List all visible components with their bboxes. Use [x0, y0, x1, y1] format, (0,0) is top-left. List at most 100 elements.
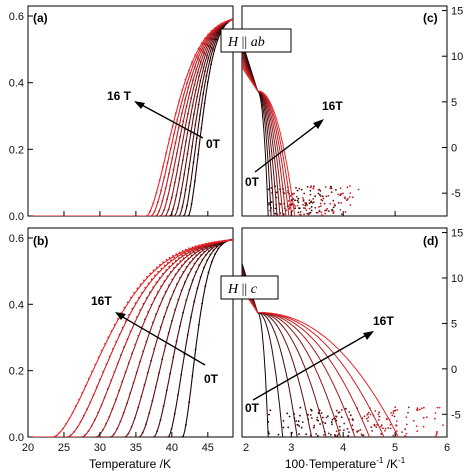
- data-point: [227, 239, 229, 242]
- data-point: [365, 417, 368, 420]
- data-point: [113, 433, 115, 436]
- data-point: [310, 408, 312, 411]
- data-point: [197, 47, 200, 50]
- data-point: [178, 177, 181, 180]
- data-point: [336, 435, 339, 437]
- data-point: [342, 192, 344, 195]
- data-point: [374, 424, 376, 427]
- data-point: [382, 427, 384, 430]
- data-point: [209, 45, 212, 48]
- data-point: [392, 434, 395, 437]
- data-point: [152, 202, 155, 205]
- series-line: [242, 59, 287, 216]
- data-point: [302, 197, 304, 199]
- data-point: [415, 408, 418, 411]
- data-point: [288, 207, 291, 209]
- data-point: [366, 413, 369, 416]
- series-line: [28, 239, 233, 437]
- data-point: [393, 415, 396, 418]
- data-point: [183, 281, 186, 284]
- x-axis-label-right: 100·Temperature-1 /K-1: [285, 456, 406, 471]
- data-point: [168, 138, 171, 141]
- data-point: [298, 433, 300, 436]
- data-point: [309, 193, 312, 196]
- data-point: [180, 112, 183, 115]
- data-point: [297, 211, 300, 214]
- svg-text:H || c: H || c: [227, 282, 258, 297]
- data-point: [214, 241, 216, 243]
- data-point: [325, 416, 328, 419]
- data-point: [334, 417, 337, 420]
- panel-c-frame: [241, 5, 448, 217]
- data-point: [168, 284, 170, 287]
- data-point: [302, 207, 305, 209]
- x-tick-label: 4: [340, 442, 346, 454]
- data-point: [299, 414, 301, 417]
- data-point: [274, 212, 277, 215]
- data-point: [208, 250, 210, 253]
- x-tick-label: 30: [94, 442, 106, 454]
- data-point: [78, 398, 80, 401]
- data-point: [165, 258, 168, 261]
- data-point: [188, 91, 191, 94]
- panel-b-low-field-label: 0T: [204, 372, 219, 386]
- data-point: [76, 426, 79, 429]
- data-point: [192, 257, 195, 260]
- data-point: [212, 48, 214, 50]
- data-point: [95, 386, 98, 389]
- data-point: [380, 425, 382, 428]
- data-point: [73, 431, 75, 433]
- data-point: [442, 424, 444, 426]
- data-point: [349, 414, 352, 417]
- data-point: [320, 205, 322, 208]
- data-point: [331, 423, 333, 426]
- data-point: [108, 355, 111, 358]
- data-point: [187, 215, 190, 216]
- data-point: [412, 419, 415, 422]
- data-point: [206, 248, 209, 251]
- data-point: [296, 189, 299, 192]
- data-point: [204, 285, 207, 287]
- data-point: [204, 242, 207, 245]
- data-point: [184, 78, 187, 81]
- series-line: [28, 239, 233, 437]
- panel-c-arrow: [254, 119, 324, 173]
- data-point: [206, 259, 209, 262]
- panel-b-high-field-label: 16T: [91, 294, 112, 308]
- panel-c-low-field-label: 0T: [245, 175, 260, 189]
- data-point: [359, 428, 362, 431]
- data-point: [164, 215, 167, 216]
- data-point: [337, 202, 340, 204]
- data-point: [198, 75, 200, 77]
- data-point: [270, 201, 273, 204]
- data-point: [349, 204, 352, 206]
- data-point: [346, 427, 349, 430]
- data-point: [214, 253, 216, 256]
- data-point: [295, 420, 298, 422]
- data-point: [102, 370, 105, 373]
- data-point: [217, 247, 220, 250]
- field-direction-ab-box: H || ab: [220, 28, 292, 53]
- data-point: [129, 330, 132, 333]
- data-point: [103, 396, 106, 398]
- data-point: [191, 145, 194, 148]
- data-point: [389, 427, 392, 430]
- data-point: [165, 152, 168, 155]
- data-point: [296, 199, 299, 202]
- data-point: [90, 424, 93, 427]
- series-line: [242, 278, 342, 437]
- data-point: [159, 215, 162, 216]
- data-point: [123, 306, 126, 309]
- panel-a-arrow: [134, 101, 204, 139]
- data-point: [206, 81, 209, 83]
- panel-c-label: (c): [423, 11, 438, 25]
- data-point: [299, 406, 302, 409]
- series-line: [242, 66, 296, 216]
- data-point: [352, 419, 354, 421]
- series-line: [242, 61, 290, 216]
- data-point: [91, 370, 93, 373]
- data-point: [164, 290, 167, 293]
- data-point: [202, 66, 205, 69]
- data-point: [329, 433, 332, 436]
- data-point: [297, 201, 300, 204]
